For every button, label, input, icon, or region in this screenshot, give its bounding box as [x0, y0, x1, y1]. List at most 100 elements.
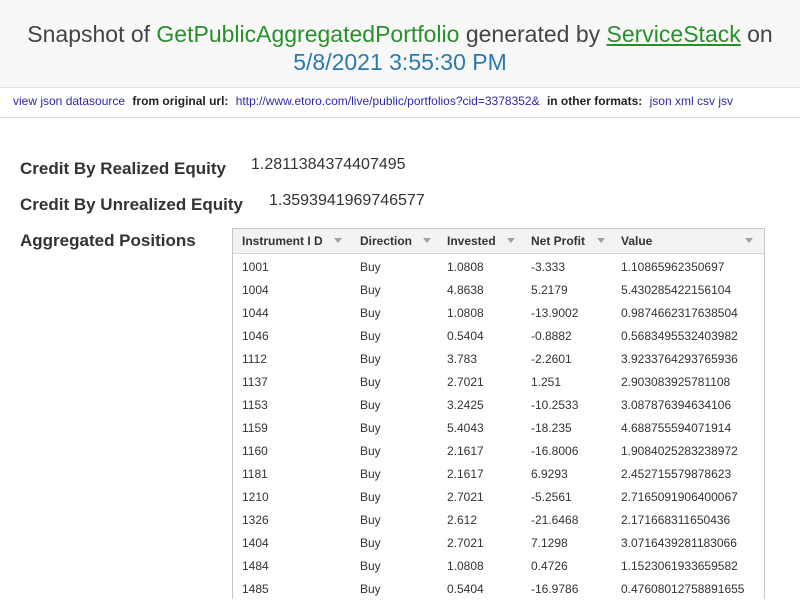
col-header-net-profit[interactable]: Net Profit [531, 234, 585, 248]
cell-direction: Buy [360, 421, 381, 435]
cell-instrument-id: 1210 [242, 490, 269, 504]
cell-invested: 3.783 [447, 352, 478, 366]
cell-net-profit: -0.8882 [531, 329, 572, 343]
cell-instrument-id: 1160 [242, 444, 268, 458]
sort-arrow-icon[interactable] [423, 238, 431, 243]
credit-realized-label: Credit By Realized Equity [20, 159, 226, 178]
cell-direction: Buy [360, 513, 381, 527]
aggregated-positions-label: Aggregated Positions [20, 231, 196, 250]
cell-net-profit: -3.333 [531, 260, 566, 274]
original-url-link[interactable]: http://www.etoro.com/live/public/portfol… [235, 94, 540, 108]
table-row: 1153 Buy 3.2425 -10.2533 3.087876394634106 [233, 392, 764, 415]
title-on: on [747, 21, 773, 47]
table-row: 1001 Buy 1.0808 -3.333 1.10865962350697 [233, 254, 764, 277]
cell-value: 2.7165091906400067 [621, 490, 738, 504]
col-header-instrument-id[interactable]: Instrument I D [242, 234, 323, 248]
table-row: 1160 Buy 2.1617 -16.8006 1.9084025283238972 [233, 438, 764, 461]
cell-direction: Buy [360, 352, 381, 366]
col-header-direction[interactable]: Direction [360, 234, 413, 248]
cell-value: 0.5683495532403982 [621, 329, 738, 343]
cell-value: 0.9874662317638504 [621, 306, 738, 320]
cell-invested: 1.0808 [447, 559, 484, 573]
table-row: 1046 Buy 0.5404 -0.8882 0.5683495532403982 [233, 323, 764, 346]
cell-instrument-id: 1153 [242, 398, 268, 412]
cell-invested: 5.4043 [447, 421, 484, 435]
cell-value: 2.171668311650436 [621, 513, 731, 527]
cell-direction: Buy [360, 536, 381, 550]
cell-direction: Buy [360, 260, 381, 274]
cell-value: 3.087876394634106 [621, 398, 732, 412]
credit-realized-value: 1.2811384374407495 [251, 156, 406, 173]
title-prefix: Snapshot of [27, 21, 151, 47]
cell-direction: Buy [360, 375, 381, 389]
sort-arrow-icon[interactable] [597, 238, 605, 243]
table-row: 1137 Buy 2.7021 1.251 2.903083925781108 [233, 369, 764, 392]
table-row: 1484 Buy 1.0808 0.4726 1.1523061933659582 [233, 553, 764, 576]
cell-direction: Buy [360, 398, 381, 412]
credit-unrealized-value: 1.3593941969746577 [269, 192, 425, 209]
snapshot-date: 5/8/2021 3:55:30 PM [293, 49, 507, 75]
cell-net-profit: -21.6468 [531, 513, 579, 527]
format-csv-link[interactable]: csv [697, 94, 715, 108]
cell-direction: Buy [360, 283, 381, 297]
cell-net-profit: 6.9293 [531, 467, 568, 481]
sort-arrow-icon[interactable] [507, 238, 515, 243]
cell-invested: 0.5404 [447, 329, 484, 343]
cell-direction: Buy [360, 306, 381, 320]
cell-invested: 2.7021 [447, 536, 484, 550]
table-body: 1001 Buy 1.0808 -3.333 1.10865962350697 1004 B… [233, 254, 764, 599]
table-row: 1044 Buy 1.0808 -13.9002 0.9874662317638504 [233, 300, 764, 323]
cell-net-profit: -16.9786 [531, 582, 579, 596]
format-xml-link[interactable]: xml [674, 94, 694, 108]
cell-instrument-id: 1159 [242, 421, 268, 435]
cell-invested: 2.7021 [447, 375, 484, 389]
cell-invested: 2.612 [447, 513, 478, 527]
col-header-value[interactable]: Value [621, 234, 653, 248]
cell-value: 2.452715579878623 [621, 467, 732, 481]
cell-instrument-id: 1001 [242, 260, 269, 274]
cell-net-profit: 5.2179 [531, 283, 568, 297]
cell-invested: 3.2425 [447, 398, 484, 412]
cell-value: 1.1523061933659582 [621, 559, 738, 573]
format-json-link[interactable]: json [649, 94, 672, 108]
cell-direction: Buy [360, 582, 381, 596]
cell-net-profit: 1.251 [531, 375, 562, 389]
cell-instrument-id: 1485 [242, 582, 269, 596]
sort-arrow-icon[interactable] [334, 238, 342, 243]
from-url-label: from original url: [132, 94, 229, 108]
cell-net-profit: -13.9002 [531, 306, 579, 320]
cell-invested: 1.0808 [447, 260, 484, 274]
cell-instrument-id: 1046 [242, 329, 269, 343]
table-row: 1159 Buy 5.4043 -18.235 4.688755594071914 [233, 415, 764, 438]
cell-value: 1.10865962350697 [621, 260, 725, 274]
other-formats-label: in other formats: [546, 94, 643, 108]
cell-net-profit: 0.4726 [531, 559, 568, 573]
cell-instrument-id: 1112 [242, 352, 267, 366]
cell-invested: 2.7021 [447, 490, 484, 504]
cell-value: 4.688755594071914 [621, 421, 732, 435]
cell-value: 3.0716439281183066 [621, 536, 737, 550]
servicestack-link[interactable]: ServiceStack [606, 21, 741, 47]
datasource-bar: view json datasource from original url: … [0, 88, 800, 118]
positions-table: Instrument I D Direction Invested Net Pr… [232, 228, 765, 599]
table-row: 1210 Buy 2.7021 -5.2561 2.7165091906400067 [233, 484, 764, 507]
cell-net-profit: -10.2533 [531, 398, 579, 412]
sort-arrow-icon[interactable] [745, 238, 753, 243]
col-header-invested[interactable]: Invested [447, 234, 496, 248]
table-row: 1181 Buy 2.1617 6.9293 2.452715579878623 [233, 461, 764, 484]
cell-instrument-id: 1137 [242, 375, 268, 389]
format-jsv-link[interactable]: jsv [718, 94, 734, 108]
cell-direction: Buy [360, 490, 381, 504]
cell-instrument-id: 1404 [242, 536, 269, 550]
view-json-link[interactable]: view json datasource [13, 94, 126, 108]
cell-net-profit: -2.2601 [531, 352, 572, 366]
cell-instrument-id: 1484 [242, 559, 269, 573]
cell-invested: 2.1617 [447, 444, 484, 458]
cell-direction: Buy [360, 467, 381, 481]
cell-value: 5.430285422156104 [621, 283, 732, 297]
cell-net-profit: -5.2561 [531, 490, 572, 504]
cell-direction: Buy [360, 329, 381, 343]
cell-value: 2.903083925781108 [621, 375, 731, 389]
table-row: 1112 Buy 3.783 -2.2601 3.9233764293765936 [233, 346, 764, 369]
cell-value: 3.9233764293765936 [621, 352, 738, 366]
